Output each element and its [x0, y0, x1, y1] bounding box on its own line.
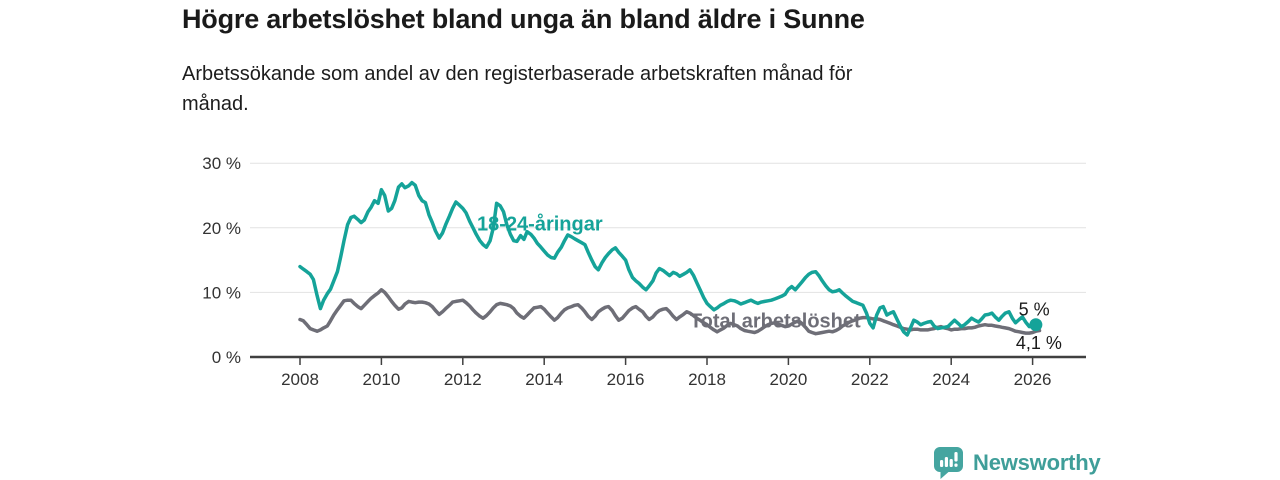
series-end-value-label: 5 % — [1019, 300, 1050, 320]
series-end-dot — [1029, 318, 1043, 332]
x-tick-label: 2018 — [688, 370, 726, 389]
logo-exclamation-dot — [954, 463, 958, 467]
x-tick-label: 2012 — [444, 370, 482, 389]
newsworthy-brand-name: Newsworthy — [973, 449, 1101, 475]
chart-subtitle-line1: Arbetssökande som andel av den registerb… — [182, 63, 853, 85]
chart-header: Högre arbetslöshet bland unga än bland ä… — [182, 4, 1082, 119]
x-tick-label: 2014 — [525, 370, 563, 389]
y-tick-label: 0 % — [212, 348, 241, 367]
chart-subtitle-line2: månad. — [182, 93, 249, 115]
series-line-young — [298, 180, 1038, 337]
x-tick-label: 2026 — [1014, 370, 1052, 389]
x-tick-label: 2020 — [769, 370, 807, 389]
y-tick-label: 20 % — [202, 219, 241, 238]
chart-subtitle: Arbetssökande som andel av den registerb… — [182, 59, 1082, 119]
logo-bubble-shape — [934, 447, 963, 479]
x-tick-label: 2008 — [281, 370, 319, 389]
x-tick-label: 2010 — [362, 370, 400, 389]
logo-bar-3 — [949, 459, 953, 467]
chart-title: Högre arbetslöshet bland unga än bland ä… — [182, 4, 865, 34]
branding-footer: Newsworthy — [933, 446, 1101, 479]
logo-bar-1 — [940, 460, 944, 467]
series-line-total — [298, 288, 1042, 336]
series-label-total: Total arbetslöshet — [690, 311, 861, 333]
logo-bar-2 — [944, 457, 948, 467]
y-tick-label: 10 % — [202, 283, 241, 302]
x-tick-label: 2016 — [607, 370, 645, 389]
newsworthy-logo-icon — [934, 447, 963, 479]
x-tick-label: 2024 — [932, 370, 970, 389]
x-tick-label: 2022 — [851, 370, 889, 389]
series-label-young: 18-24-åringar — [477, 212, 603, 235]
y-tick-label: 30 % — [202, 154, 241, 173]
logo-exclamation-bar — [954, 452, 958, 462]
series-end-value-label: 4,1 % — [1016, 333, 1062, 353]
